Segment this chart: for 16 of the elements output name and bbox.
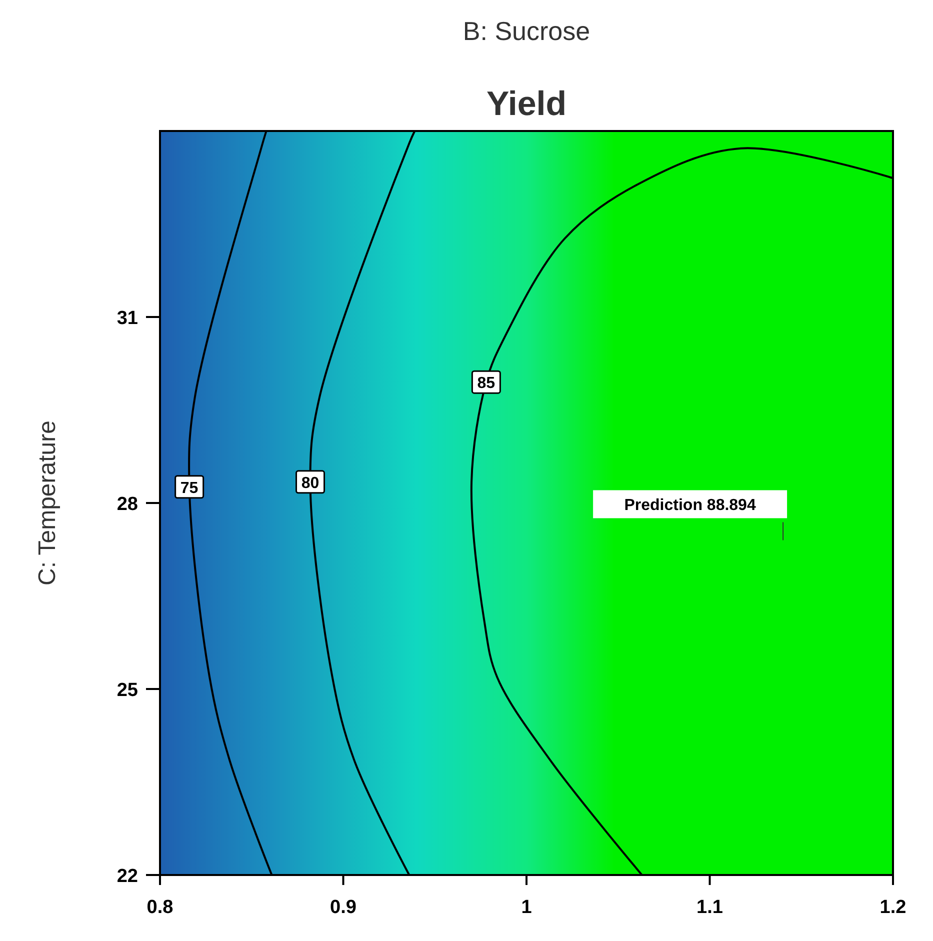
x-tick-label: 0.9 — [330, 897, 356, 918]
annotation: Prediction 88.894 — [624, 497, 756, 514]
x-axis-title: B: Sucrose — [462, 16, 590, 46]
series-label: 80 — [301, 474, 320, 492]
y-tick-label: 28 — [116, 494, 138, 515]
x-tick-label: 1 — [521, 897, 532, 918]
x-tick-label: 0.8 — [146, 897, 174, 918]
series-label: 75 — [180, 480, 198, 497]
chart-title: Yield — [486, 85, 566, 123]
y-axis-title: C: Temperature — [34, 420, 61, 586]
y-tick-label: 25 — [116, 680, 138, 701]
series-label: 85 — [477, 375, 496, 392]
x-tick-label: 1.2 — [880, 897, 906, 918]
x-tick-label: 1.1 — [696, 897, 724, 918]
y-tick-label: 31 — [116, 308, 138, 329]
y-tick-label: 22 — [116, 866, 138, 887]
